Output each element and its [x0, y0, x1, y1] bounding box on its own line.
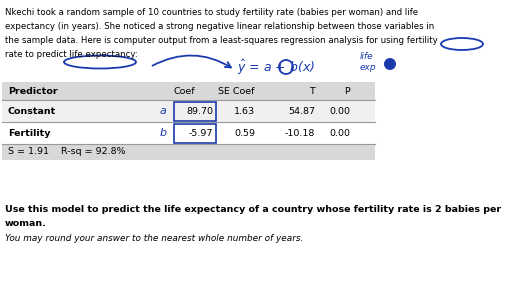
Text: You may round your answer to the nearest whole number of years.: You may round your answer to the nearest…	[5, 234, 304, 243]
Text: SE Coef: SE Coef	[219, 86, 255, 96]
Text: Constant: Constant	[8, 107, 56, 115]
Text: T: T	[309, 86, 315, 96]
Text: 0.00: 0.00	[329, 107, 350, 115]
Text: woman.: woman.	[5, 219, 47, 228]
Text: -5.97: -5.97	[188, 128, 213, 137]
FancyBboxPatch shape	[2, 122, 375, 144]
Text: $\hat{y}$ = a + b(x): $\hat{y}$ = a + b(x)	[237, 58, 315, 77]
Text: -10.18: -10.18	[285, 128, 315, 137]
Text: rate to predict life expectancy:: rate to predict life expectancy:	[5, 50, 138, 59]
Text: 0.00: 0.00	[329, 128, 350, 137]
Text: 0.59: 0.59	[234, 128, 255, 137]
FancyBboxPatch shape	[2, 144, 375, 160]
Circle shape	[384, 58, 396, 70]
Text: Fertility: Fertility	[8, 128, 51, 137]
Text: 54.87: 54.87	[288, 107, 315, 115]
Text: the sample data. Here is computer output from a least-squares regression analysi: the sample data. Here is computer output…	[5, 36, 438, 45]
Text: life
exp: life exp	[360, 52, 377, 72]
Text: 89.70: 89.70	[186, 107, 213, 115]
Text: S = 1.91    R-sq = 92.8%: S = 1.91 R-sq = 92.8%	[8, 147, 125, 156]
Text: Predictor: Predictor	[8, 86, 58, 96]
Text: 1.63: 1.63	[234, 107, 255, 115]
Text: expectancy (in years). She noticed a strong negative linear relationship between: expectancy (in years). She noticed a str…	[5, 22, 434, 31]
Text: P: P	[344, 86, 350, 96]
Text: a: a	[160, 106, 167, 116]
Text: b: b	[160, 128, 167, 138]
FancyBboxPatch shape	[2, 100, 375, 122]
Text: Use this model to predict the life expectancy of a country whose fertility rate : Use this model to predict the life expec…	[5, 205, 501, 214]
Text: Coef: Coef	[174, 86, 195, 96]
Text: Nkechi took a random sample of 10 countries to study fertility rate (babies per : Nkechi took a random sample of 10 countr…	[5, 8, 418, 17]
FancyBboxPatch shape	[2, 82, 375, 100]
